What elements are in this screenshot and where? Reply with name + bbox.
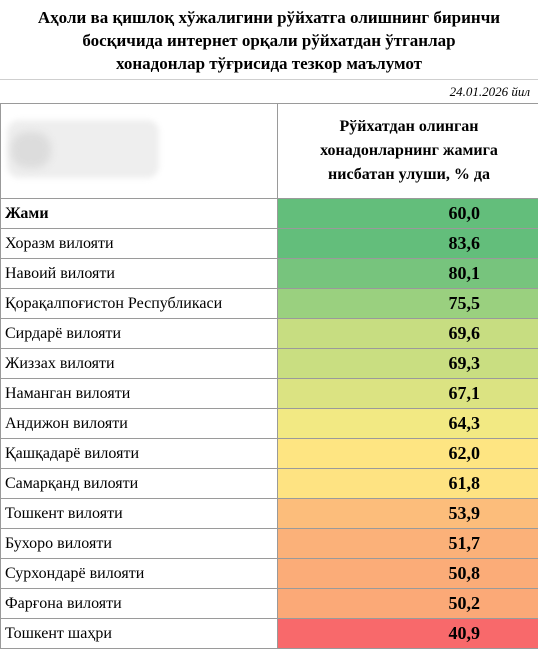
data-table: Рўйхатдан олинган хонадонларнинг жамига …: [0, 103, 538, 649]
region-value: 69,3: [278, 349, 538, 379]
title-line-2: босқичида интернет орқали рўйхатдан ўтга…: [0, 29, 538, 52]
region-value: 61,8: [278, 469, 538, 499]
region-name: Жиззах вилояти: [1, 349, 278, 379]
column-header: Рўйхатдан олинган хонадонларнинг жамига …: [278, 104, 538, 199]
region-name: Бухоро вилояти: [1, 529, 278, 559]
region-value: 53,9: [278, 499, 538, 529]
table-header-row: Рўйхатдан олинган хонадонларнинг жамига …: [1, 104, 538, 199]
column-header-line-2: хонадонларнинг жамига: [278, 139, 538, 163]
region-name: Тошкент вилояти: [1, 499, 278, 529]
blur-overlay-inner: [11, 132, 51, 168]
region-value: 69,6: [278, 319, 538, 349]
region-name: Сурхондарё вилояти: [1, 559, 278, 589]
region-name: Қашқадарё вилояти: [1, 439, 278, 469]
region-value: 51,7: [278, 529, 538, 559]
region-value: 62,0: [278, 439, 538, 469]
region-value: 67,1: [278, 379, 538, 409]
region-name: Жами: [1, 199, 278, 229]
region-value: 50,8: [278, 559, 538, 589]
region-value: 50,2: [278, 589, 538, 619]
region-name: Қорақалпоғистон Республикаси: [1, 289, 278, 319]
region-name: Хоразм вилояти: [1, 229, 278, 259]
region-name: Навоий вилояти: [1, 259, 278, 289]
region-value: 60,0: [278, 199, 538, 229]
region-name: Сирдарё вилояти: [1, 319, 278, 349]
title-line-3: хонадонлар тўғрисида тезкор маълумот: [0, 52, 538, 75]
region-name: Тошкент шаҳри: [1, 619, 278, 649]
region-name: Самарқанд вилояти: [1, 469, 278, 499]
title-line-1: Аҳоли ва қишлоқ хўжалигини рўйхатга олиш…: [0, 6, 538, 29]
region-value: 80,1: [278, 259, 538, 289]
region-value: 75,5: [278, 289, 538, 319]
region-name: Фарғона вилояти: [1, 589, 278, 619]
region-name: Андижон вилояти: [1, 409, 278, 439]
region-value: 40,9: [278, 619, 538, 649]
region-value: 64,3: [278, 409, 538, 439]
region-value: 83,6: [278, 229, 538, 259]
column-header-line-1: Рўйхатдан олинган: [278, 115, 538, 139]
region-name: Наманган вилояти: [1, 379, 278, 409]
column-header-line-3: нисбатан улуши, % да: [278, 163, 538, 187]
report-date: 24.01.2026 йил: [0, 81, 530, 103]
report-title: Аҳоли ва қишлоқ хўжалигини рўйхатга олиш…: [0, 0, 538, 80]
blurred-header-cell: [1, 104, 278, 199]
